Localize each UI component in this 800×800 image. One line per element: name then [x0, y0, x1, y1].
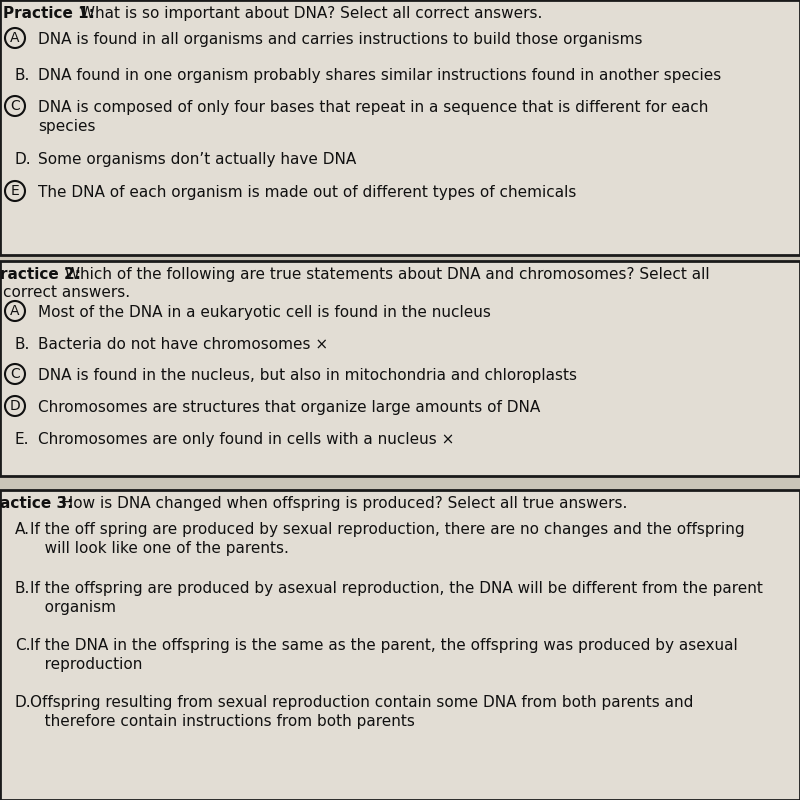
Text: Which of the following are true statements about DNA and chromosomes? Select all: Which of the following are true statemen…: [60, 267, 710, 282]
Bar: [0, 0, 800, 255]
Text: A: A: [10, 304, 20, 318]
Bar: [0, 490, 800, 800]
Text: B.: B.: [15, 337, 30, 352]
Text: organism: organism: [30, 600, 116, 615]
Text: If the DNA in the offspring is the same as the parent, the offspring was produce: If the DNA in the offspring is the same …: [30, 638, 738, 653]
Text: D: D: [10, 399, 20, 413]
Text: If the offspring are produced by asexual reproduction, the DNA will be different: If the offspring are produced by asexual…: [30, 581, 763, 596]
Text: B.: B.: [15, 581, 30, 596]
Text: E.: E.: [15, 432, 30, 447]
Text: C: C: [10, 367, 20, 381]
Text: Offspring resulting from sexual reproduction contain some DNA from both parents : Offspring resulting from sexual reproduc…: [30, 695, 694, 710]
Text: actice 3:: actice 3:: [0, 496, 74, 511]
Text: Some organisms don’t actually have DNA: Some organisms don’t actually have DNA: [38, 152, 356, 167]
Text: therefore contain instructions from both parents: therefore contain instructions from both…: [30, 714, 415, 729]
Text: What is so important about DNA? Select all correct answers.: What is so important about DNA? Select a…: [75, 6, 542, 21]
Text: B.: B.: [15, 68, 30, 83]
Text: How is DNA changed when offspring is produced? Select all true answers.: How is DNA changed when offspring is pro…: [52, 496, 627, 511]
Text: will look like one of the parents.: will look like one of the parents.: [30, 541, 289, 556]
Bar: [0, 261, 800, 476]
Text: If the off spring are produced by sexual reproduction, there are no changes and : If the off spring are produced by sexual…: [30, 522, 745, 537]
Text: reproduction: reproduction: [30, 657, 142, 672]
Text: C: C: [10, 99, 20, 113]
Text: DNA is found in all organisms and carries instructions to build those organisms: DNA is found in all organisms and carrie…: [38, 32, 642, 47]
Text: DNA is found in the nucleus, but also in mitochondria and chloroplasts: DNA is found in the nucleus, but also in…: [38, 368, 577, 383]
Text: E: E: [10, 184, 19, 198]
Text: Chromosomes are only found in cells with a nucleus ×: Chromosomes are only found in cells with…: [38, 432, 454, 447]
Text: A: A: [10, 31, 20, 45]
Text: species: species: [38, 119, 95, 134]
Text: ractice 2:: ractice 2:: [0, 267, 81, 282]
Text: Most of the DNA in a eukaryotic cell is found in the nucleus: Most of the DNA in a eukaryotic cell is …: [38, 305, 491, 320]
Text: C.: C.: [15, 638, 30, 653]
Text: Chromosomes are structures that organize large amounts of DNA: Chromosomes are structures that organize…: [38, 400, 540, 415]
Text: Practice 1:: Practice 1:: [3, 6, 95, 21]
Text: D.: D.: [15, 695, 32, 710]
Text: D.: D.: [15, 152, 32, 167]
Text: The DNA of each organism is made out of different types of chemicals: The DNA of each organism is made out of …: [38, 185, 576, 200]
Text: Bacteria do not have chromosomes ×: Bacteria do not have chromosomes ×: [38, 337, 328, 352]
Text: A.: A.: [15, 522, 30, 537]
Text: DNA is composed of only four bases that repeat in a sequence that is different f: DNA is composed of only four bases that …: [38, 100, 708, 115]
Text: correct answers.: correct answers.: [3, 285, 130, 300]
Text: DNA found in one organism probably shares similar instructions found in another : DNA found in one organism probably share…: [38, 68, 722, 83]
